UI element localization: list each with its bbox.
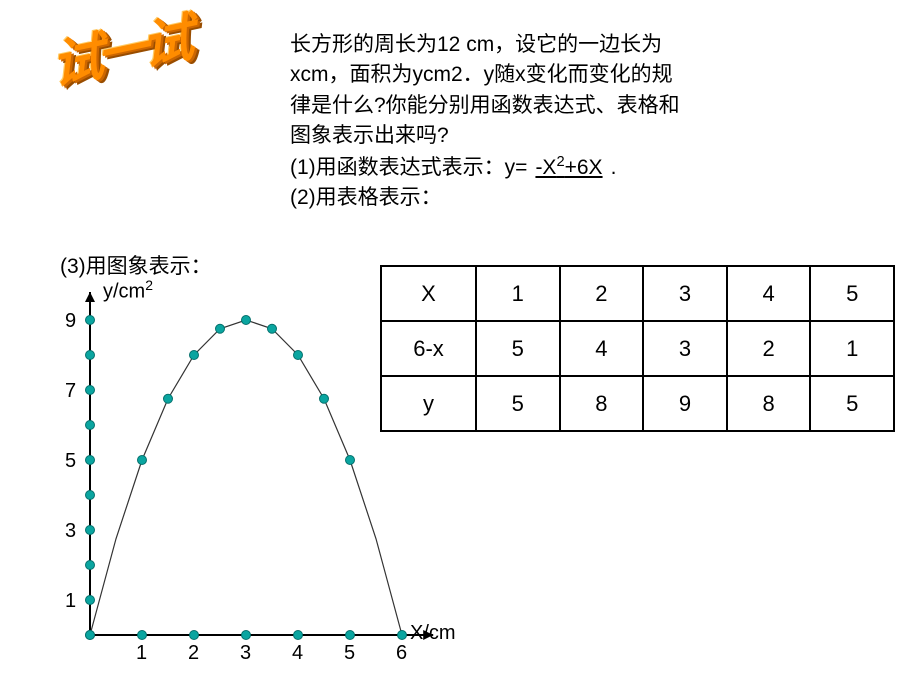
svg-text:2: 2 bbox=[188, 642, 199, 664]
cell: 1 bbox=[810, 321, 894, 376]
cell: 5 bbox=[476, 321, 560, 376]
svg-text:5: 5 bbox=[65, 450, 76, 472]
svg-text:6: 6 bbox=[396, 642, 407, 664]
y-axis-label-text: y/cm bbox=[103, 281, 145, 303]
problem-line2: xcm，面积为ycm2．y随x变化而变化的规 bbox=[290, 60, 870, 90]
x-axis-label: X/cm bbox=[410, 622, 456, 645]
table-row: 6-x 5 4 3 2 1 bbox=[381, 321, 894, 376]
svg-text:9: 9 bbox=[65, 310, 76, 332]
cell: 4 bbox=[560, 321, 644, 376]
row-header-x: X bbox=[381, 266, 476, 321]
chart-svg: 1 3 5 7 9 1 2 3 4 5 6 bbox=[55, 275, 435, 675]
cell: 5 bbox=[810, 266, 894, 321]
svg-text:1: 1 bbox=[65, 590, 76, 612]
problem-sub1: (1)用函数表达式表示：y=-X2+6X. bbox=[290, 152, 870, 183]
problem-sub2: (2)用表格表示： bbox=[290, 183, 870, 213]
cell: 9 bbox=[643, 376, 727, 431]
decorative-title: 试一试 bbox=[47, 0, 191, 99]
cell: 8 bbox=[727, 376, 811, 431]
sub1-ans-b: +6X bbox=[565, 156, 603, 179]
cell: 2 bbox=[727, 321, 811, 376]
sub1-answer: -X2+6X bbox=[527, 156, 610, 179]
data-table: X 1 2 3 4 5 6-x 5 4 3 2 1 y 5 8 9 8 5 bbox=[380, 265, 895, 432]
sub1-end: . bbox=[611, 156, 617, 179]
svg-text:3: 3 bbox=[65, 520, 76, 542]
problem-line1: 长方形的周长为12 cm，设它的一边长为 bbox=[290, 30, 870, 60]
svg-text:5: 5 bbox=[344, 642, 355, 664]
cell: 2 bbox=[560, 266, 644, 321]
y-axis-label: y/cm2 bbox=[103, 277, 153, 304]
svg-text:3: 3 bbox=[240, 642, 251, 664]
problem-text: 长方形的周长为12 cm，设它的一边长为 xcm，面积为ycm2．y随x变化而变… bbox=[290, 30, 870, 214]
cell: 8 bbox=[560, 376, 644, 431]
sub1-prefix: (1)用函数表达式表示：y= bbox=[290, 156, 527, 179]
svg-text:7: 7 bbox=[65, 380, 76, 402]
svg-text:1: 1 bbox=[136, 642, 147, 664]
problem-line3: 律是什么?你能分别用函数表达式、表格和 bbox=[290, 91, 870, 121]
sub1-ans-a: -X bbox=[535, 156, 556, 179]
problem-line4: 图象表示出来吗? bbox=[290, 121, 870, 151]
row-header-y: y bbox=[381, 376, 476, 431]
cell: 1 bbox=[476, 266, 560, 321]
cell: 3 bbox=[643, 266, 727, 321]
data-table-area: X 1 2 3 4 5 6-x 5 4 3 2 1 y 5 8 9 8 5 bbox=[380, 265, 895, 432]
cell: 3 bbox=[643, 321, 727, 376]
cell: 5 bbox=[476, 376, 560, 431]
svg-text:4: 4 bbox=[292, 642, 303, 664]
cell: 5 bbox=[810, 376, 894, 431]
chart-area: 13579123456 y/cm2 X/cm bbox=[55, 275, 435, 675]
table-row: X 1 2 3 4 5 bbox=[381, 266, 894, 321]
cell: 4 bbox=[727, 266, 811, 321]
row-header-6mx: 6-x bbox=[381, 321, 476, 376]
table-row: y 5 8 9 8 5 bbox=[381, 376, 894, 431]
